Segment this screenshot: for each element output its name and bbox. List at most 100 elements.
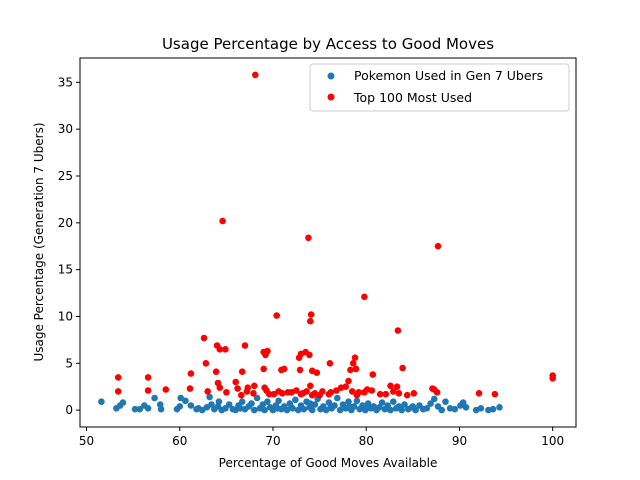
data-point-series-1-109 (288, 404, 295, 411)
data-point-series-2-69 (345, 377, 352, 385)
legend-marker-series-1 (327, 72, 335, 80)
data-point-series-1-8 (151, 394, 158, 402)
data-point-series-2-86 (316, 391, 323, 399)
data-point-series-2-16 (264, 347, 271, 355)
data-point-series-1-93 (423, 405, 431, 412)
data-point-series-1-29 (238, 398, 246, 406)
data-point-series-2-94 (403, 391, 411, 399)
data-point-series-2-62 (307, 382, 314, 390)
chart-title: Usage Percentage by Access to Good Moves (162, 35, 494, 53)
data-point-series-2-36 (347, 366, 354, 374)
data-point-series-2-93 (238, 391, 245, 399)
data-point-series-2-87 (266, 390, 273, 398)
data-point-series-1-82 (387, 406, 394, 414)
data-point-series-2-57 (279, 390, 286, 397)
data-point-series-1-12 (176, 403, 184, 410)
data-point-series-1-115 (215, 398, 223, 406)
data-point-series-2-92 (325, 390, 333, 398)
x-tick-label: 70 (265, 434, 280, 448)
data-point-series-1-105 (477, 405, 485, 412)
data-point-series-2-42 (114, 388, 122, 395)
data-point-series-2-27 (187, 370, 195, 377)
data-point-series-2-46 (204, 388, 211, 395)
data-point-series-2-82 (433, 389, 441, 396)
data-point-series-2-12 (222, 346, 229, 353)
y-tick-label: 20 (58, 216, 73, 230)
y-tick-label: 0 (65, 403, 73, 417)
data-point-series-1-19 (206, 393, 213, 401)
data-point-series-2-45 (186, 385, 194, 392)
data-point-series-1-34 (253, 394, 261, 402)
x-axis-ticks: 50 60 70 80 90 100 (79, 427, 564, 448)
data-point-series-2-95 (353, 391, 361, 399)
data-point-series-2-26 (144, 374, 152, 381)
data-point-series-1-107 (489, 405, 497, 413)
data-point-series-2-24 (202, 360, 210, 367)
y-axis-label: Usage Percentage (Generation 7 Ubers) (32, 122, 46, 361)
data-point-series-2-22 (349, 360, 357, 367)
data-point-series-2-88 (308, 391, 316, 399)
data-point-series-1-86 (398, 406, 406, 414)
data-point-series-1-14 (182, 397, 189, 405)
data-point-series-2-4 (361, 293, 368, 301)
data-point-series-2-9 (200, 334, 208, 342)
data-point-series-2-23 (326, 360, 334, 367)
y-tick-label: 10 (58, 309, 73, 323)
data-point-series-1-51 (300, 405, 308, 413)
data-point-series-2-11 (216, 346, 224, 353)
legend-label-series-1: Pokemon Used in Gen 7 Ubers (354, 68, 543, 83)
data-point-series-1-118 (409, 403, 417, 410)
data-point-series-2-70 (348, 388, 356, 395)
data-point-series-2-0 (252, 71, 259, 79)
data-point-series-1-87 (401, 401, 408, 408)
plot-area-frame (79, 57, 577, 428)
data-point-series-2-91 (376, 390, 384, 398)
data-point-series-1-32 (248, 400, 255, 407)
data-point-series-2-85 (270, 390, 278, 398)
data-point-series-2-75 (387, 382, 394, 390)
y-tick-label: 25 (58, 169, 73, 183)
data-point-series-1-97 (438, 406, 446, 414)
legend-box (309, 63, 570, 112)
legend-label-series-2: Top 100 Most Used (353, 90, 472, 105)
data-point-series-2-39 (399, 364, 406, 372)
data-point-series-2-78 (395, 390, 403, 397)
data-point-series-2-5 (273, 312, 281, 319)
data-point-series-2-98 (297, 390, 305, 398)
data-point-series-2-21 (351, 354, 359, 362)
data-point-series-2-89 (284, 389, 292, 396)
x-tick-label: 60 (172, 434, 187, 448)
data-point-series-2-1 (219, 217, 226, 225)
data-point-series-2-97 (250, 390, 257, 397)
data-point-series-1-113 (362, 404, 370, 411)
data-point-series-1-5 (136, 405, 143, 413)
data-point-series-2-20 (295, 354, 303, 362)
x-tick-label: 80 (359, 434, 374, 448)
data-point-series-2-50 (234, 385, 241, 392)
y-tick-label: 5 (65, 356, 73, 370)
data-point-series-1-116 (195, 405, 202, 412)
data-point-series-1-95 (431, 395, 438, 403)
data-point-series-1-94 (427, 400, 434, 407)
data-point-series-2-84 (491, 390, 499, 398)
data-point-series-2-52 (244, 384, 252, 392)
data-point-series-2-83 (475, 390, 483, 397)
data-point-series-2-30 (260, 365, 268, 373)
data-point-series-1-98 (442, 398, 449, 406)
data-point-series-1-25 (225, 401, 233, 408)
data-point-series-2-41 (549, 375, 556, 382)
data-point-series-2-48 (216, 384, 224, 392)
data-point-series-1-33 (251, 406, 258, 414)
data-point-series-2-76 (390, 388, 397, 395)
x-tick-label: 50 (79, 434, 94, 448)
data-point-series-1-37 (261, 406, 268, 414)
data-point-series-1-15 (187, 402, 195, 409)
data-point-series-2-77 (393, 383, 401, 391)
data-point-series-1-48 (292, 396, 299, 404)
data-point-series-2-8 (394, 327, 402, 334)
data-point-series-1-114 (237, 405, 244, 412)
data-point-series-2-7 (307, 317, 314, 325)
data-point-series-2-43 (144, 387, 152, 394)
data-point-series-2-25 (114, 374, 122, 381)
x-axis-label: Percentage of Good Moves Available (219, 456, 438, 470)
